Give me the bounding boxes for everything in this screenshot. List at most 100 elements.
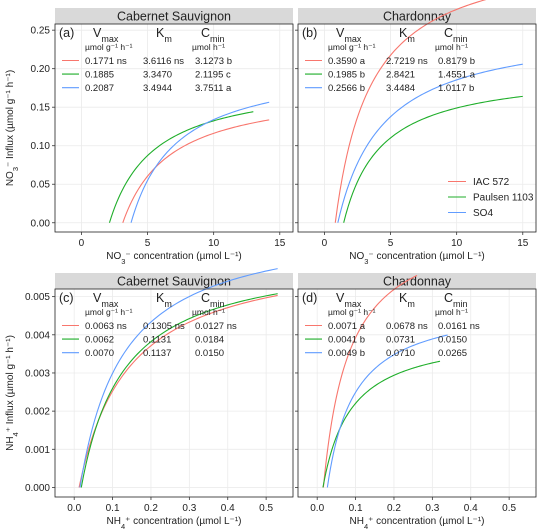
y-tick-label: 0.004 <box>25 330 50 341</box>
panel-a: Cabernet Sauvignon 0 5 10 15 0.00 0.05 0.10 0.15… <box>5 8 294 266</box>
x-tick-label: 15 <box>517 238 529 249</box>
table-unit-cmin: µmol h⁻¹ <box>192 307 225 317</box>
series-line-iac-572 <box>322 274 418 488</box>
x-tick-label: 0.1 <box>106 503 120 514</box>
table-cell: 0.0150 <box>195 348 224 359</box>
table-header-cmin: Cmin <box>444 291 468 309</box>
x-tick-label: 0.4 <box>221 503 235 514</box>
series-line-paulsen-1103 <box>343 95 523 223</box>
table-cell: 3.7511 a <box>195 83 232 94</box>
y-tick-label: 0.05 <box>31 180 51 191</box>
table-header-km: Km <box>156 26 172 44</box>
table-header-km: Km <box>156 291 172 309</box>
table-header-cmin: Cmin <box>201 26 225 44</box>
panel-border <box>297 23 537 233</box>
table-unit-cmin: µmol h⁻¹ <box>435 42 468 52</box>
legend-label: SO4 <box>473 208 493 219</box>
x-tick-label: 10 <box>208 238 220 249</box>
legend-label: IAC 572 <box>473 177 510 188</box>
table-cell: 0.2087 <box>85 83 114 94</box>
x-tick-label: 5 <box>388 238 394 249</box>
table-cell: 0.0150 <box>438 335 467 346</box>
y-axis-title: NO3⁻ Influx (µmol g⁻¹ h⁻¹) <box>5 70 20 186</box>
facet-strip-title: Cabernet Sauvignon <box>117 275 231 289</box>
series-line-so4 <box>79 268 278 488</box>
table-cell: 0.0049 b <box>328 348 365 359</box>
table-unit-vmax: µmol g⁻¹ h⁻¹ <box>85 42 133 52</box>
y-tick-label: 0.003 <box>25 368 50 379</box>
table-cell: 2.8421 <box>386 70 415 81</box>
plot-area <box>298 24 536 232</box>
x-axis-title: NH4⁺ concentration (µmol L⁻¹) <box>107 516 242 530</box>
x-tick-label: 0.5 <box>259 503 273 514</box>
x-tick-label: 0 <box>322 238 328 249</box>
x-tick-label: 5 <box>145 238 151 249</box>
x-tick-label: 0.2 <box>144 503 158 514</box>
panel-border <box>297 288 537 498</box>
x-tick-label: 0.0 <box>310 503 324 514</box>
table-cell: 1.4551 a <box>438 70 476 81</box>
table-cell: 2.1195 c <box>195 70 231 81</box>
table-cell: 3.4944 <box>143 83 172 94</box>
y-tick-label: 0.001 <box>25 445 50 456</box>
x-tick-label: 0.1 <box>349 503 363 514</box>
table-cell: 3.1273 b <box>195 56 232 67</box>
table-unit-cmin: µmol h⁻¹ <box>192 42 225 52</box>
series-line-iac-572 <box>122 119 270 223</box>
table-cell: 0.2566 b <box>328 83 365 94</box>
table-cell: 0.0127 ns <box>195 321 237 332</box>
y-axis-title: NH4⁺ Influx (µmol g⁻¹ h⁻¹) <box>5 335 20 451</box>
y-tick-label: 0.002 <box>25 407 50 418</box>
table-cell: 0.8179 b <box>438 56 475 67</box>
panel-c: Cabernet Sauvignon 0.0 0.1 0.2 0.3 0.4 0.5 0.00… <box>5 268 294 530</box>
facet-strip <box>55 273 293 289</box>
panel-label: (d) <box>302 291 317 305</box>
y-tick-label: 0.20 <box>31 64 51 75</box>
table-cell: 0.0062 <box>85 335 114 346</box>
table-cell: 0.0161 ns <box>438 321 480 332</box>
table-cell: 0.1137 <box>143 348 171 359</box>
y-tick-label: 0.10 <box>31 141 51 152</box>
table-header-km: Km <box>399 26 415 44</box>
x-axis-title: NO3⁻ concentration (µmol L⁻¹) <box>349 251 485 266</box>
table-cell: 0.0184 <box>195 335 224 346</box>
table-unit-cmin: µmol h⁻¹ <box>435 307 468 317</box>
x-tick-label: 0.4 <box>464 503 478 514</box>
table-header-cmin: Cmin <box>201 291 225 309</box>
table-cell: 0.0731 <box>386 335 415 346</box>
table-cell: 3.6116 ns <box>143 56 184 67</box>
table-cell: 2.7219 ns <box>386 56 428 67</box>
panel-label: (b) <box>302 26 317 40</box>
y-tick-label: 0.00 <box>31 218 51 229</box>
x-axis-title: NO3⁻ concentration (µmol L⁻¹) <box>106 251 242 266</box>
panel-label: (a) <box>59 26 74 40</box>
x-tick-label: 0.3 <box>425 503 439 514</box>
table-cell: 0.0071 a <box>328 321 366 332</box>
table-cell: 3.3470 <box>143 70 172 81</box>
series-line-so4 <box>326 334 448 488</box>
table-header-vmax: Vmax <box>93 26 119 44</box>
series-line-paulsen-1103 <box>108 111 254 223</box>
series-line-so4 <box>130 101 270 223</box>
table-header-vmax: Vmax <box>336 26 362 44</box>
table-cell: 1.0117 b <box>438 83 474 94</box>
facet-strip-title: Chardonnay <box>383 275 452 289</box>
x-tick-label: 0 <box>79 238 85 249</box>
x-tick-label: 0.2 <box>387 503 401 514</box>
series-line-so4 <box>337 63 523 223</box>
legend-label: Paulsen 1103 <box>473 193 534 204</box>
panel-d: Chardonnay 0.0 0.1 0.2 0.3 0.4 0.5 NH4⁺ concent… <box>295 273 537 530</box>
y-tick-label: 0.000 <box>25 483 50 494</box>
table-cell: 0.1131 <box>143 335 171 346</box>
series-line-paulsen-1103 <box>322 360 441 488</box>
table-cell: 0.0678 ns <box>386 321 428 332</box>
panel-label: (c) <box>59 291 74 305</box>
table-unit-vmax: µmol g⁻¹ h⁻¹ <box>85 307 133 317</box>
table-cell: 0.1985 b <box>328 70 365 81</box>
facet-strip <box>298 8 536 24</box>
y-tick-label: 0.25 <box>31 26 51 37</box>
facet-strip <box>55 8 293 24</box>
table-cell: 0.0063 ns <box>85 321 127 332</box>
